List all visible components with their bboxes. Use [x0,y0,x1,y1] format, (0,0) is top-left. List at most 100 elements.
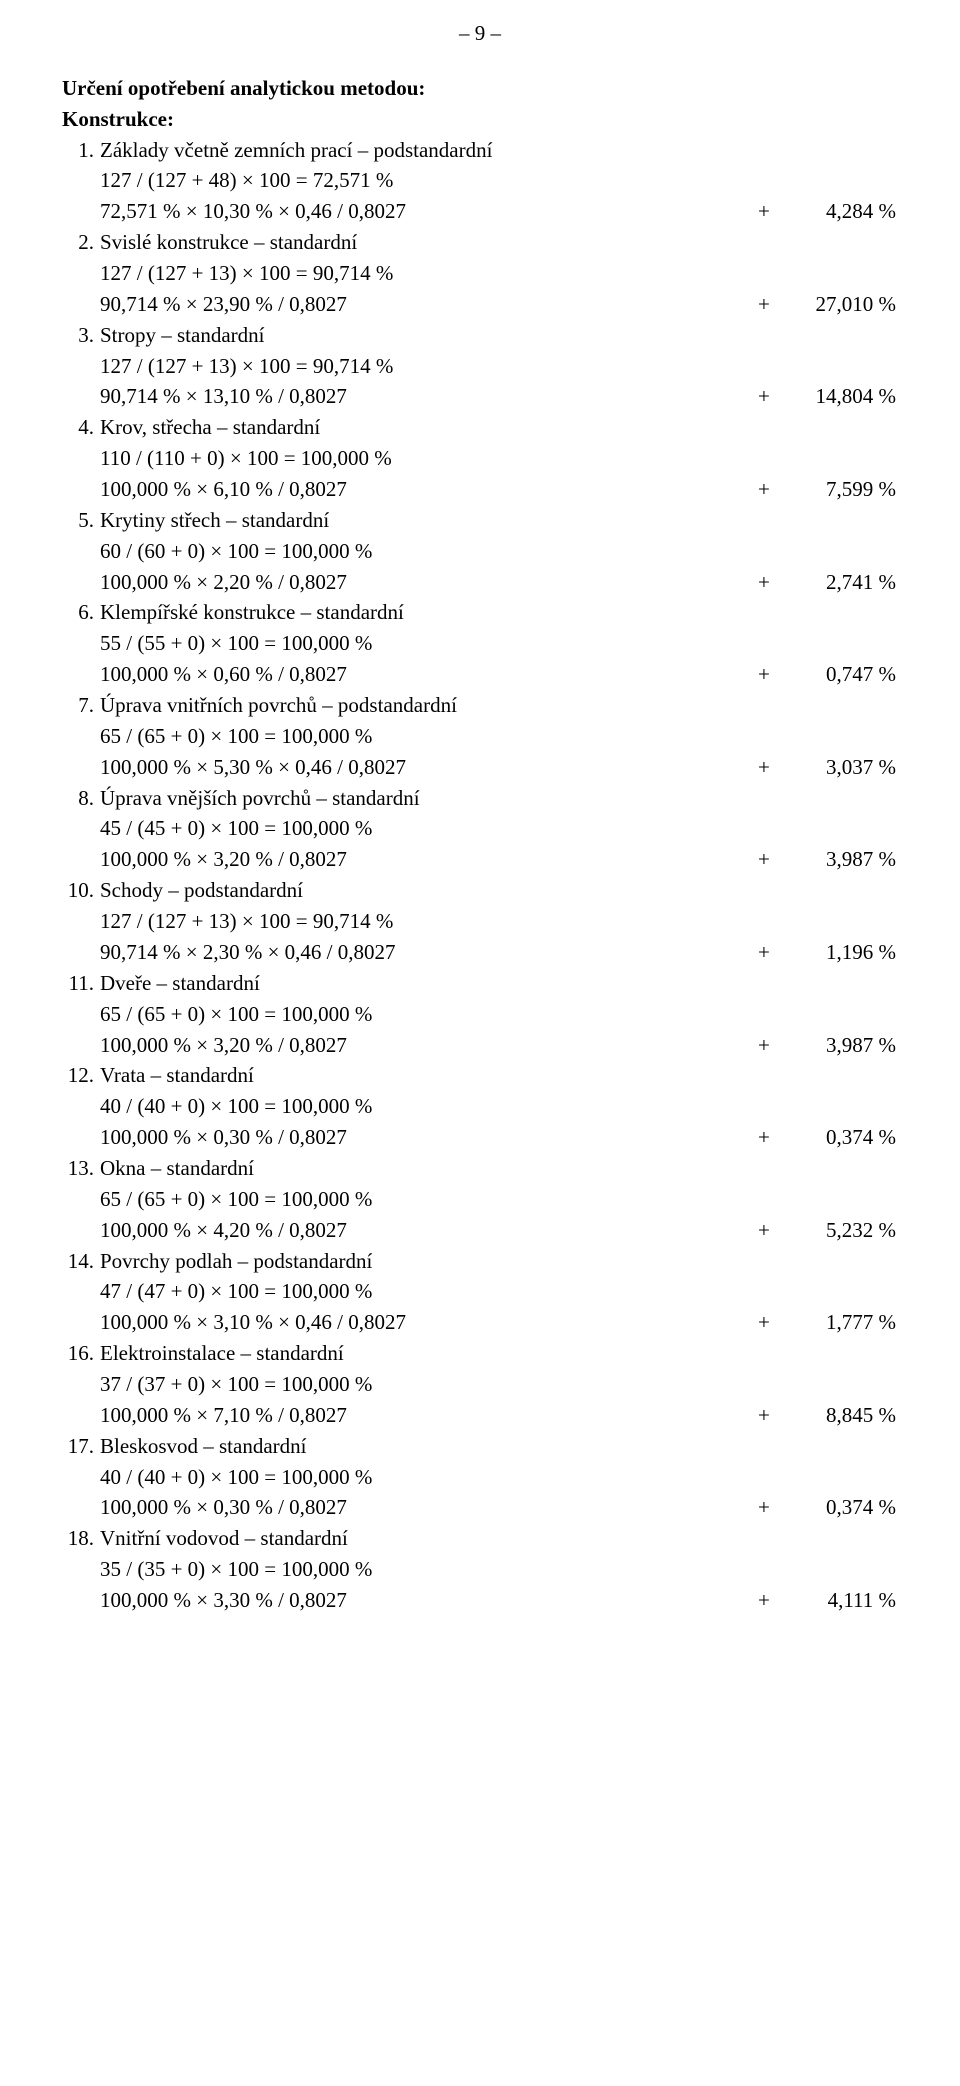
item-calc-row: 55 / (55 + 0) × 100 = 100,000 % [62,628,898,659]
item-result-row: 90,714 % × 23,90 % / 0,8027+27,010 % [62,289,898,320]
item-value: 3,037 % [786,752,898,783]
item-value: 3,987 % [786,844,898,875]
subheading: Konstrukce: [62,104,898,135]
item-calc-row: 127 / (127 + 48) × 100 = 72,571 % [62,165,898,196]
item-value: 0,374 % [786,1122,898,1153]
construction-item: 8.Úprava vnějších povrchů – standardní45… [62,783,898,876]
item-formula-2: 100,000 % × 3,30 % / 0,8027 [100,1585,758,1616]
plus-sign: + [758,474,786,505]
item-title: Bleskosvod – standardní [100,1431,898,1462]
item-number: 8. [62,783,100,814]
item-formula-2: 100,000 % × 4,20 % / 0,8027 [100,1215,758,1246]
item-title-row: 8.Úprava vnějších povrchů – standardní [62,783,898,814]
item-formula-2: 100,000 % × 0,30 % / 0,8027 [100,1492,758,1523]
item-calc-row: 47 / (47 + 0) × 100 = 100,000 % [62,1276,898,1307]
item-title: Krytiny střech – standardní [100,505,898,536]
construction-item: 18.Vnitřní vodovod – standardní35 / (35 … [62,1523,898,1616]
construction-item: 2.Svislé konstrukce – standardní127 / (1… [62,227,898,320]
item-number: 11. [62,968,100,999]
item-number: 10. [62,875,100,906]
item-formula-1: 55 / (55 + 0) × 100 = 100,000 % [100,628,898,659]
construction-item: 13.Okna – standardní65 / (65 + 0) × 100 … [62,1153,898,1246]
plus-sign: + [758,567,786,598]
construction-item: 16.Elektroinstalace – standardní37 / (37… [62,1338,898,1431]
item-title-row: 17.Bleskosvod – standardní [62,1431,898,1462]
construction-item: 11.Dveře – standardní65 / (65 + 0) × 100… [62,968,898,1061]
plus-sign: + [758,1215,786,1246]
item-title-row: 10.Schody – podstandardní [62,875,898,906]
item-formula-1: 65 / (65 + 0) × 100 = 100,000 % [100,721,898,752]
item-formula-1: 65 / (65 + 0) × 100 = 100,000 % [100,999,898,1030]
item-result-row: 100,000 % × 3,10 % × 0,46 / 0,8027+1,777… [62,1307,898,1338]
item-number: 3. [62,320,100,351]
item-title-row: 3.Stropy – standardní [62,320,898,351]
item-title: Stropy – standardní [100,320,898,351]
item-calc-row: 37 / (37 + 0) × 100 = 100,000 % [62,1369,898,1400]
plus-sign: + [758,1307,786,1338]
item-result-row: 100,000 % × 3,30 % / 0,8027+4,111 % [62,1585,898,1616]
plus-sign: + [758,1585,786,1616]
item-formula-2: 100,000 % × 3,20 % / 0,8027 [100,844,758,875]
item-number: 13. [62,1153,100,1184]
item-title-row: 16.Elektroinstalace – standardní [62,1338,898,1369]
item-number: 14. [62,1246,100,1277]
item-value: 27,010 % [786,289,898,320]
item-result-row: 100,000 % × 7,10 % / 0,8027+8,845 % [62,1400,898,1431]
construction-item: 7.Úprava vnitřních povrchů – podstandard… [62,690,898,783]
item-formula-1: 45 / (45 + 0) × 100 = 100,000 % [100,813,898,844]
item-title: Okna – standardní [100,1153,898,1184]
item-calc-row: 35 / (35 + 0) × 100 = 100,000 % [62,1554,898,1585]
item-formula-1: 37 / (37 + 0) × 100 = 100,000 % [100,1369,898,1400]
item-title: Krov, střecha – standardní [100,412,898,443]
plus-sign: + [758,1492,786,1523]
item-calc-row: 60 / (60 + 0) × 100 = 100,000 % [62,536,898,567]
item-formula-1: 47 / (47 + 0) × 100 = 100,000 % [100,1276,898,1307]
item-formula-2: 100,000 % × 5,30 % × 0,46 / 0,8027 [100,752,758,783]
plus-sign: + [758,1030,786,1061]
item-calc-row: 65 / (65 + 0) × 100 = 100,000 % [62,721,898,752]
item-number: 7. [62,690,100,721]
item-title-row: 6.Klempířské konstrukce – standardní [62,597,898,628]
item-number: 17. [62,1431,100,1462]
item-value: 2,741 % [786,567,898,598]
item-formula-2: 100,000 % × 3,20 % / 0,8027 [100,1030,758,1061]
item-number: 16. [62,1338,100,1369]
item-title: Dveře – standardní [100,968,898,999]
item-title-row: 4.Krov, střecha – standardní [62,412,898,443]
construction-item: 5.Krytiny střech – standardní60 / (60 + … [62,505,898,598]
item-value: 4,284 % [786,196,898,227]
item-title: Klempířské konstrukce – standardní [100,597,898,628]
item-title-row: 2.Svislé konstrukce – standardní [62,227,898,258]
item-result-row: 100,000 % × 0,30 % / 0,8027+0,374 % [62,1122,898,1153]
item-title-row: 12.Vrata – standardní [62,1060,898,1091]
item-title: Úprava vnějších povrchů – standardní [100,783,898,814]
item-title: Úprava vnitřních povrchů – podstandardní [100,690,898,721]
heading: Určení opotřebení analytickou metodou: [62,73,898,104]
item-number: 12. [62,1060,100,1091]
item-formula-1: 40 / (40 + 0) × 100 = 100,000 % [100,1462,898,1493]
plus-sign: + [758,937,786,968]
item-title: Svislé konstrukce – standardní [100,227,898,258]
item-title-row: 7.Úprava vnitřních povrchů – podstandard… [62,690,898,721]
construction-item: 14.Povrchy podlah – podstandardní47 / (4… [62,1246,898,1339]
item-value: 3,987 % [786,1030,898,1061]
item-value: 7,599 % [786,474,898,505]
item-title-row: 5.Krytiny střech – standardní [62,505,898,536]
item-formula-2: 100,000 % × 7,10 % / 0,8027 [100,1400,758,1431]
items-container: 1.Základy včetně zemních prací – podstan… [62,135,898,1616]
item-title: Vnitřní vodovod – standardní [100,1523,898,1554]
item-number: 2. [62,227,100,258]
item-formula-1: 65 / (65 + 0) × 100 = 100,000 % [100,1184,898,1215]
item-formula-2: 100,000 % × 2,20 % / 0,8027 [100,567,758,598]
item-result-row: 100,000 % × 5,30 % × 0,46 / 0,8027+3,037… [62,752,898,783]
construction-item: 12.Vrata – standardní40 / (40 + 0) × 100… [62,1060,898,1153]
construction-item: 1.Základy včetně zemních prací – podstan… [62,135,898,228]
item-calc-row: 127 / (127 + 13) × 100 = 90,714 % [62,906,898,937]
item-result-row: 100,000 % × 6,10 % / 0,8027+7,599 % [62,474,898,505]
page-number: – 9 – [62,18,898,49]
item-result-row: 90,714 % × 2,30 % × 0,46 / 0,8027+1,196 … [62,937,898,968]
item-formula-2: 100,000 % × 6,10 % / 0,8027 [100,474,758,505]
item-formula-1: 127 / (127 + 13) × 100 = 90,714 % [100,351,898,382]
item-calc-row: 127 / (127 + 13) × 100 = 90,714 % [62,351,898,382]
item-value: 0,374 % [786,1492,898,1523]
